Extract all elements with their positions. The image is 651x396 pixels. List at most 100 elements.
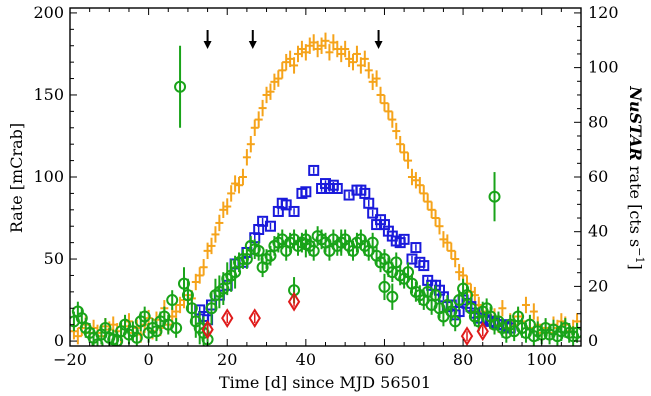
data-point-plus (282, 53, 291, 71)
data-point-circle (390, 252, 403, 273)
data-point-plus (246, 135, 255, 153)
data-point-plus (238, 168, 247, 186)
data-point-diamond (287, 291, 301, 312)
data-point-diamond (248, 308, 261, 328)
data-point-plus (368, 73, 377, 91)
data-point-plus (235, 177, 244, 194)
data-point-square (288, 205, 300, 217)
data-point-plus (404, 152, 413, 169)
y-tick-label: 200 (33, 3, 64, 22)
data-point-plus (329, 34, 338, 51)
data-point-diamond (476, 321, 489, 342)
data-point-plus (297, 40, 306, 58)
data-point-plus (372, 70, 381, 87)
x-tick-label: 60 (374, 350, 394, 369)
data-point-plus (364, 62, 373, 79)
data-point-plus (231, 175, 240, 192)
data-point-circle (130, 327, 143, 346)
data-point-square (410, 242, 422, 254)
y-axis-right-label-italic: NuSTAR (626, 85, 645, 161)
data-point-plus (380, 94, 389, 112)
data-point-plus (529, 303, 538, 320)
data-point-plus (301, 44, 310, 61)
data-point-plus (309, 34, 318, 51)
data-point-plus (443, 234, 452, 251)
data-point-plus (360, 50, 369, 68)
data-point-circle (449, 311, 462, 332)
data-point-plus (215, 214, 224, 232)
data-point-circle (240, 249, 253, 269)
x-tick-label: 0 (144, 350, 154, 369)
data-point-circle (299, 231, 312, 258)
y-tick-right-label: 0 (588, 331, 598, 350)
y-tick-right-label: 40 (588, 222, 608, 241)
data-point-plus (172, 303, 181, 320)
data-point-plus (455, 263, 464, 281)
data-point-circle (166, 290, 179, 310)
data-point-plus (73, 327, 82, 345)
data-point-circle (512, 306, 525, 327)
data-point-circle (335, 229, 348, 256)
data-point-square (406, 253, 418, 265)
data-point-square (264, 220, 276, 232)
y-tick-label: 100 (33, 167, 64, 186)
data-point-plus (345, 50, 354, 68)
data-point-plus (227, 185, 236, 202)
data-point-plus (356, 57, 365, 74)
data-point-diamond (221, 308, 234, 328)
data-point-plus (325, 44, 334, 61)
data-point-square (331, 182, 343, 194)
axis-ticks (69, 8, 582, 346)
y-tick-right-label: 80 (588, 112, 608, 131)
data-point-plus (321, 32, 330, 50)
data-point-square (398, 233, 410, 245)
data-point-circle (170, 318, 183, 338)
data-point-plus (423, 193, 432, 210)
data-point-plus (376, 86, 385, 104)
y-tick-label: 150 (33, 85, 64, 104)
data-point-circle (523, 314, 536, 335)
plot-area (70, 32, 581, 346)
data-point-plus (400, 144, 409, 161)
x-tick-label: 40 (296, 350, 316, 369)
data-point-plus (223, 198, 232, 215)
down-arrow-icon (374, 30, 383, 49)
data-point-circle (402, 262, 415, 283)
data-point-plus (219, 201, 228, 219)
data-point-plus (274, 70, 283, 87)
down-arrow-icon (203, 30, 212, 49)
y-axis-right-label-close: ] (626, 263, 645, 269)
data-point-plus (407, 168, 416, 186)
x-tick-label: 100 (526, 350, 557, 369)
data-point-plus (521, 296, 530, 314)
data-point-circle (429, 285, 442, 305)
data-point-plus (290, 57, 299, 74)
data-point-plus (431, 209, 440, 227)
data-point-circle (252, 240, 265, 261)
data-point-plus (250, 119, 259, 136)
x-axis-label: Time [d] since MJD 56501 (219, 373, 431, 392)
data-point-circle (236, 249, 249, 269)
data-point-plus (199, 259, 208, 276)
data-point-plus (195, 267, 204, 284)
data-point-circle (461, 285, 474, 305)
y-axis-right-label-exp: −1 (633, 247, 646, 263)
y-axis-label: Rate [mCrab] (7, 123, 26, 233)
data-point-plus (392, 122, 401, 140)
data-point-plus (254, 111, 263, 128)
y-tick-label: 50 (44, 249, 64, 268)
data-point-square (418, 260, 430, 272)
data-point-plus (266, 83, 275, 100)
data-point-plus (286, 50, 295, 68)
data-point-circle (307, 240, 320, 261)
data-point-plus (258, 99, 267, 117)
x-tick-label: −20 (53, 350, 87, 369)
data-point-plus (242, 149, 251, 166)
data-point-square (300, 186, 312, 198)
data-point-diamond (201, 319, 214, 340)
data-point-circle (138, 306, 151, 327)
data-point-plus (384, 103, 393, 120)
arrow-markers (203, 30, 383, 49)
data-point-plus (349, 53, 358, 71)
